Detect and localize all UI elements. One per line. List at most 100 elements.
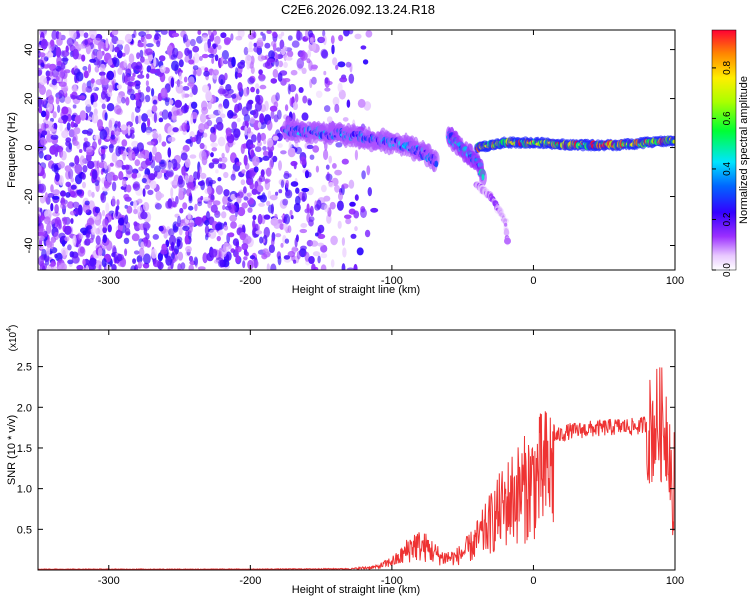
noise-region-cell: [137, 42, 145, 48]
noise-region-cell: [365, 30, 373, 38]
noise-region-cell: [183, 34, 188, 43]
noise-region-cell: [217, 259, 225, 268]
noise-region-cell: [145, 30, 150, 34]
noise-region-cell: [131, 111, 135, 123]
noise-region-cell: [146, 141, 155, 146]
noise-region-cell: [253, 166, 259, 173]
noise-region-cell: [341, 237, 345, 246]
noise-region-cell: [61, 240, 66, 247]
noise-region-cell: [204, 219, 210, 226]
noise-region-cell: [200, 195, 204, 201]
noise-region-cell: [60, 34, 66, 41]
noise-region-cell: [145, 33, 153, 40]
noise-region-cell: [304, 30, 309, 39]
noise-region-cell: [43, 56, 49, 62]
noise-region-cell: [138, 114, 142, 124]
noise-region-cell: [94, 179, 100, 187]
noise-region-cell: [39, 75, 47, 86]
noise-region-cell: [344, 214, 352, 220]
noise-region-cell: [290, 69, 298, 76]
noise-region-cell: [310, 240, 319, 247]
noise-region-cell: [342, 247, 347, 258]
noise-region-cell: [187, 181, 195, 189]
noise-region-cell: [250, 86, 256, 93]
noise-region-cell: [243, 186, 247, 194]
noise-region-cell: [290, 215, 294, 220]
snr-frame: [37, 329, 676, 571]
noise-region-cell: [301, 67, 307, 75]
noise-region-cell: [70, 177, 75, 183]
noise-region-cell: [262, 155, 270, 161]
noise-region-cell: [123, 59, 128, 69]
noise-region-cell: [38, 255, 45, 267]
noise-region-cell: [97, 247, 103, 256]
noise-region-cell: [158, 55, 166, 62]
noise-region-cell: [324, 87, 331, 92]
noise-region-cell: [41, 123, 45, 132]
noise-region-cell: [188, 195, 193, 204]
y-tick-label: 2.5: [17, 362, 32, 374]
noise-region-cell: [237, 102, 243, 112]
noise-region-cell: [187, 212, 191, 220]
noise-region-cell: [145, 80, 149, 87]
noise-region-cell: [159, 65, 166, 73]
noise-region-cell: [331, 44, 335, 55]
noise-region-cell: [217, 106, 224, 115]
noise-region-cell: [189, 92, 193, 98]
noise-region-cell: [153, 171, 158, 177]
noise-region-cell: [236, 195, 242, 204]
noise-region-cell: [290, 181, 299, 187]
noise-region-cell: [320, 264, 327, 270]
noise-region-cell: [52, 195, 60, 200]
noise-region-cell: [205, 177, 210, 185]
noise-region-cell: [235, 35, 243, 41]
noise-region-cell: [194, 203, 198, 212]
noise-region-cell: [266, 120, 273, 131]
noise-region-cell: [258, 174, 266, 183]
noise-region-cell: [330, 259, 335, 268]
noise-region-cell: [89, 30, 97, 39]
noise-region-cell: [315, 232, 319, 237]
noise-region-cell: [356, 247, 364, 256]
noise-region-cell: [177, 263, 182, 270]
noise-region-cell: [237, 30, 245, 38]
noise-region-cell: [69, 210, 76, 216]
x-tick-label: -200: [239, 575, 261, 587]
noise-region-cell: [278, 60, 284, 68]
noise-region-cell: [65, 45, 69, 53]
noise-region-cell: [40, 61, 45, 70]
noise-region-cell: [249, 144, 256, 149]
noise-region-cell: [280, 150, 287, 155]
noise-region-cell: [85, 233, 91, 239]
noise-region-cell: [267, 137, 274, 148]
noise-region-cell: [124, 33, 133, 43]
noise-region-cell: [291, 40, 300, 48]
noise-region-cell: [243, 154, 248, 166]
noise-region-cell: [364, 229, 371, 238]
noise-region-cell: [323, 195, 331, 202]
noise-region-cell: [360, 45, 367, 50]
noise-region-cell: [308, 256, 315, 264]
noise-region-cell: [188, 59, 195, 65]
noise-region-cell: [171, 114, 177, 121]
noise-region-cell: [326, 116, 333, 123]
noise-region-cell: [296, 57, 305, 69]
noise-region-cell: [223, 59, 228, 65]
noise-region-cell: [127, 146, 132, 153]
noise-region-cell: [216, 235, 221, 242]
noise-region-cell: [69, 188, 75, 197]
noise-region-cell: [176, 236, 183, 243]
noise-region-cell: [237, 206, 246, 217]
noise-region-cell: [294, 93, 299, 103]
noise-region-cell: [275, 233, 282, 238]
noise-region-cell: [223, 171, 229, 179]
noise-region-cell: [187, 82, 195, 87]
noise-region-cell: [334, 103, 340, 113]
noise-region-cell: [160, 169, 168, 174]
noise-region-cell: [272, 155, 278, 163]
noise-region-cell: [38, 235, 45, 241]
noise-region-cell: [203, 132, 208, 138]
noise-region-cell: [222, 195, 230, 205]
noise-region-cell: [137, 74, 145, 79]
noise-region-cell: [233, 128, 241, 139]
